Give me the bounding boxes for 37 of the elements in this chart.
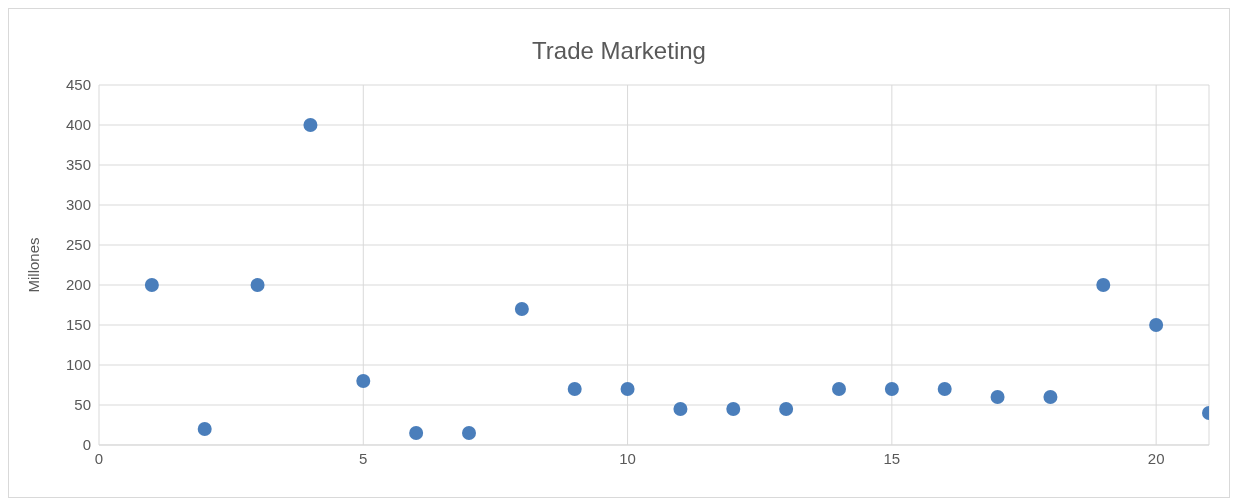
y-tick-label: 200 [65,276,91,294]
point [409,426,424,440]
point [832,382,846,396]
y-tick-label: 50 [74,396,91,414]
y-tick-label: 100 [65,356,91,374]
y-axis-title: Millones [25,237,43,293]
point [1096,278,1111,292]
point [726,402,741,416]
point [990,390,1005,404]
y-tick-label: 250 [65,236,91,254]
point [673,402,688,416]
x-tick-label: 15 [883,449,901,467]
point [779,402,794,416]
y-tick-label: 350 [65,156,91,174]
x-tick-label: 0 [94,449,104,467]
y-tick-label: 300 [65,196,91,214]
y-tick-label: 450 [65,76,91,94]
x-tick-label: 20 [1147,449,1165,467]
point [567,382,582,396]
y-tick-label: 400 [65,116,91,134]
x-tick-label: 5 [359,449,368,467]
point [144,278,159,292]
point [937,382,952,396]
point [462,426,476,440]
point [1149,318,1164,332]
x-tick-label: 10 [619,449,636,467]
y-tick-label: 0 [82,436,91,454]
point [1043,390,1058,404]
point [356,374,371,388]
point [620,382,635,396]
point [250,278,265,292]
point [303,118,318,132]
point [514,302,529,316]
point [884,382,899,396]
point [197,422,212,436]
chart-title: Trade Marketing [531,36,707,65]
y-tick-label: 150 [65,316,91,334]
